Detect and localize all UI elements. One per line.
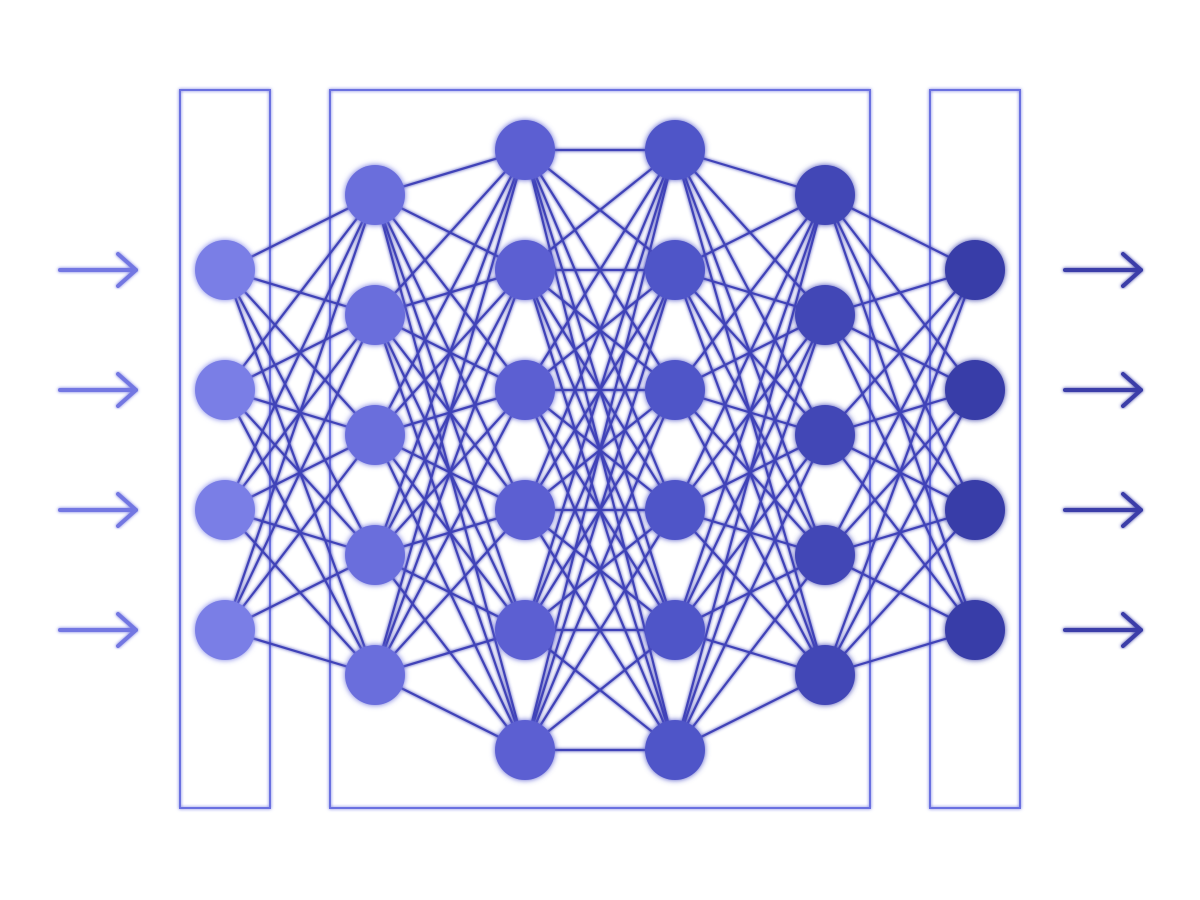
input-arrow-icon	[58, 492, 138, 528]
input-neuron	[195, 240, 255, 300]
hidden-neuron	[495, 240, 555, 300]
connection-edge	[824, 269, 976, 556]
connection-edge	[674, 554, 826, 751]
connection-edge	[824, 509, 976, 676]
connection-edge	[373, 149, 527, 676]
hidden-neuron	[345, 405, 405, 465]
connection-edge	[523, 149, 677, 631]
layer-frames	[179, 89, 1021, 809]
hidden-neuron	[345, 645, 405, 705]
hidden-neuron	[645, 120, 705, 180]
connection-edge	[373, 149, 527, 556]
hidden-neuron	[645, 360, 705, 420]
connections	[223, 148, 977, 752]
hidden-neuron	[495, 360, 555, 420]
hidden-neuron	[795, 285, 855, 345]
input-neuron	[195, 600, 255, 660]
hidden-neuron	[495, 720, 555, 780]
input-neuron	[195, 480, 255, 540]
connection-edge	[673, 194, 827, 631]
io-arrows	[58, 252, 1143, 648]
output-arrow-icon	[1063, 492, 1143, 528]
connection-edge	[524, 149, 676, 271]
hidden-neuron	[345, 285, 405, 345]
hidden-layers-frame	[329, 89, 871, 809]
connection-edge	[374, 509, 526, 676]
hidden-neuron	[795, 405, 855, 465]
connection-edge	[523, 389, 677, 751]
connection-edge	[824, 269, 976, 436]
input-arrow-icon	[58, 372, 138, 408]
hidden-neuron	[645, 720, 705, 780]
hidden-neuron	[495, 480, 555, 540]
connection-edge	[674, 194, 826, 511]
connection-edge	[523, 269, 677, 751]
input-arrow-icon	[58, 612, 138, 648]
connection-edge	[224, 314, 376, 631]
hidden-neuron	[495, 120, 555, 180]
output-arrow-icon	[1063, 612, 1143, 648]
connection-edge	[524, 629, 676, 751]
connection-edge	[373, 269, 527, 676]
connection-edge	[673, 314, 827, 751]
connection-edge	[224, 434, 376, 631]
input-neuron	[195, 360, 255, 420]
connection-edge	[374, 149, 526, 436]
connection-edge	[824, 389, 976, 676]
connection-edge	[224, 194, 376, 511]
hidden-neuron	[795, 645, 855, 705]
input-arrow-icon	[58, 252, 138, 288]
hidden-neuron	[345, 165, 405, 225]
hidden-neuron	[645, 240, 705, 300]
output-neuron	[945, 480, 1005, 540]
connection-edge	[823, 269, 977, 676]
hidden-neuron	[795, 165, 855, 225]
connection-edge	[523, 149, 677, 751]
connection-edge	[374, 389, 526, 676]
connection-edge	[224, 194, 376, 391]
output-neuron	[945, 600, 1005, 660]
hidden-neuron	[795, 525, 855, 585]
output-neuron	[945, 240, 1005, 300]
neurons	[195, 120, 1005, 780]
hidden-neuron	[645, 600, 705, 660]
hidden-neuron	[495, 600, 555, 660]
connection-edge	[674, 194, 826, 391]
connection-edge	[374, 149, 526, 316]
connection-edge	[673, 194, 827, 751]
input-layer-frame	[179, 89, 271, 809]
connection-edge	[674, 434, 826, 751]
hidden-neuron	[645, 480, 705, 540]
connection-edge	[523, 149, 677, 511]
connection-edge	[524, 149, 676, 391]
output-neuron	[945, 360, 1005, 420]
output-arrow-icon	[1063, 372, 1143, 408]
connection-edge	[524, 509, 676, 751]
hidden-neuron	[345, 525, 405, 585]
output-arrow-icon	[1063, 252, 1143, 288]
output-layer-frame	[929, 89, 1021, 809]
connection-edge	[223, 194, 377, 631]
